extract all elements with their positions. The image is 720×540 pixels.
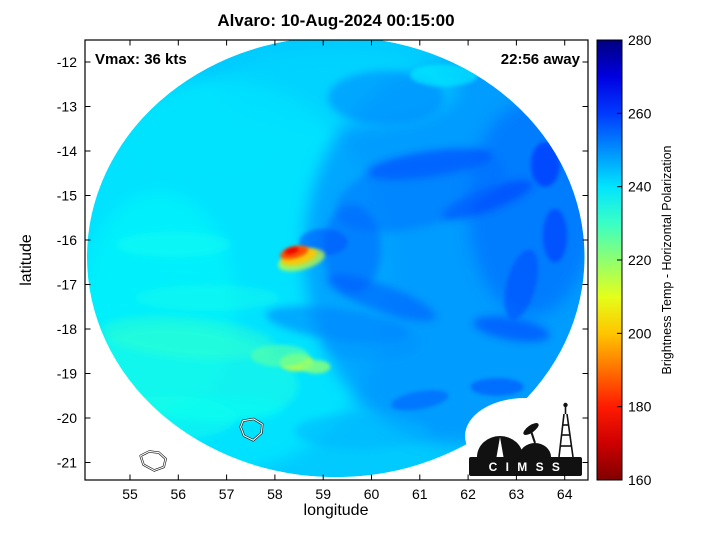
tb-blob [542,208,568,263]
coastline-inner-island-east [240,418,263,441]
tb-blob [323,204,382,294]
y-tick-label: -20 [57,410,77,426]
x-tick-label: 57 [219,486,235,502]
logo-text: C I M S S [489,460,563,474]
time-away-annotation: 22:56 away [501,51,581,68]
tb-blob [470,378,524,396]
satellite-dish-icon [523,423,539,444]
tb-blob [301,360,331,374]
tb-blob [335,150,505,233]
dome-slit-icon [496,437,504,457]
tb-blob [250,344,309,367]
x-tick-label: 60 [364,486,380,502]
x-tick-label: 58 [267,486,283,502]
x-tick-label: 56 [171,486,187,502]
tb-blob [168,395,285,423]
radio-tower-icon [558,402,574,458]
y-tick-label: -19 [57,366,77,382]
colorbar-tick-label: 180 [628,399,652,415]
vmax-annotation: Vmax: 36 kts [95,51,187,68]
tb-blob [410,64,478,87]
x-axis-ticks: 55 56 57 58 59 60 61 62 63 64 [122,40,573,502]
colorbar-tick-label: 160 [628,472,652,488]
y-tick-label: -13 [57,99,77,115]
axes-box [84,39,589,481]
logo-banner [469,457,582,476]
colorbar: 160 180 200 220 240 260 280 Brightness Temp - … [596,32,674,488]
brightness-temp-field [87,48,585,472]
y-tick-label: -16 [57,232,77,248]
tb-blob [323,324,420,361]
coastline-overlay [139,417,264,472]
tb-blob [473,316,550,342]
y-tick-label: -18 [57,321,77,337]
colorbar-tick-label: 220 [628,252,652,268]
tb-blob [391,390,449,411]
y-tick-label: -21 [57,455,77,471]
colorbar-label: Brightness Temp - Horizontal Polarizatio… [660,145,674,374]
tb-blob [294,413,430,450]
colorbar-tick-label: 240 [628,179,652,195]
coastline-inner-island-west [140,450,167,472]
x-axis-label: longitude [304,502,369,519]
x-tick-label: 55 [122,486,138,502]
x-tick-label: 59 [315,486,331,502]
tb-blob [504,249,538,320]
x-tick-label: 62 [460,486,476,502]
y-tick-label: -17 [57,277,77,293]
y-tick-label: -15 [57,188,77,204]
small-dome-icon [519,443,551,457]
tb-blob [530,142,560,187]
x-tick-label: 63 [509,486,525,502]
y-axis-ticks: -12 -13 -14 -15 -16 -17 -18 -19 -20 -21 [57,54,588,471]
y-axis-label: latitude [18,234,35,286]
x-tick-label: 61 [412,486,428,502]
colorbar-tick-label: 200 [628,325,652,341]
tb-blob [134,284,280,312]
tb-blob [115,231,232,258]
cimss-logo: C I M S S [465,398,585,476]
plot-title: Alvaro: 10-Aug-2024 00:15:00 [217,11,454,30]
colorbar-ticks: 160 180 200 220 240 260 280 [617,32,652,488]
swath-image [87,40,585,478]
tb-blob [284,247,299,255]
tb-blob [328,70,444,125]
plot-area [87,40,585,478]
x-tick-label: 64 [557,486,573,502]
colorbar-tick-label: 260 [628,105,652,121]
tb-blob [326,274,436,322]
colorbar-tick-label: 280 [628,32,652,48]
tb-blob [101,316,275,360]
y-tick-label: -14 [57,143,77,159]
y-tick-label: -12 [57,54,77,70]
